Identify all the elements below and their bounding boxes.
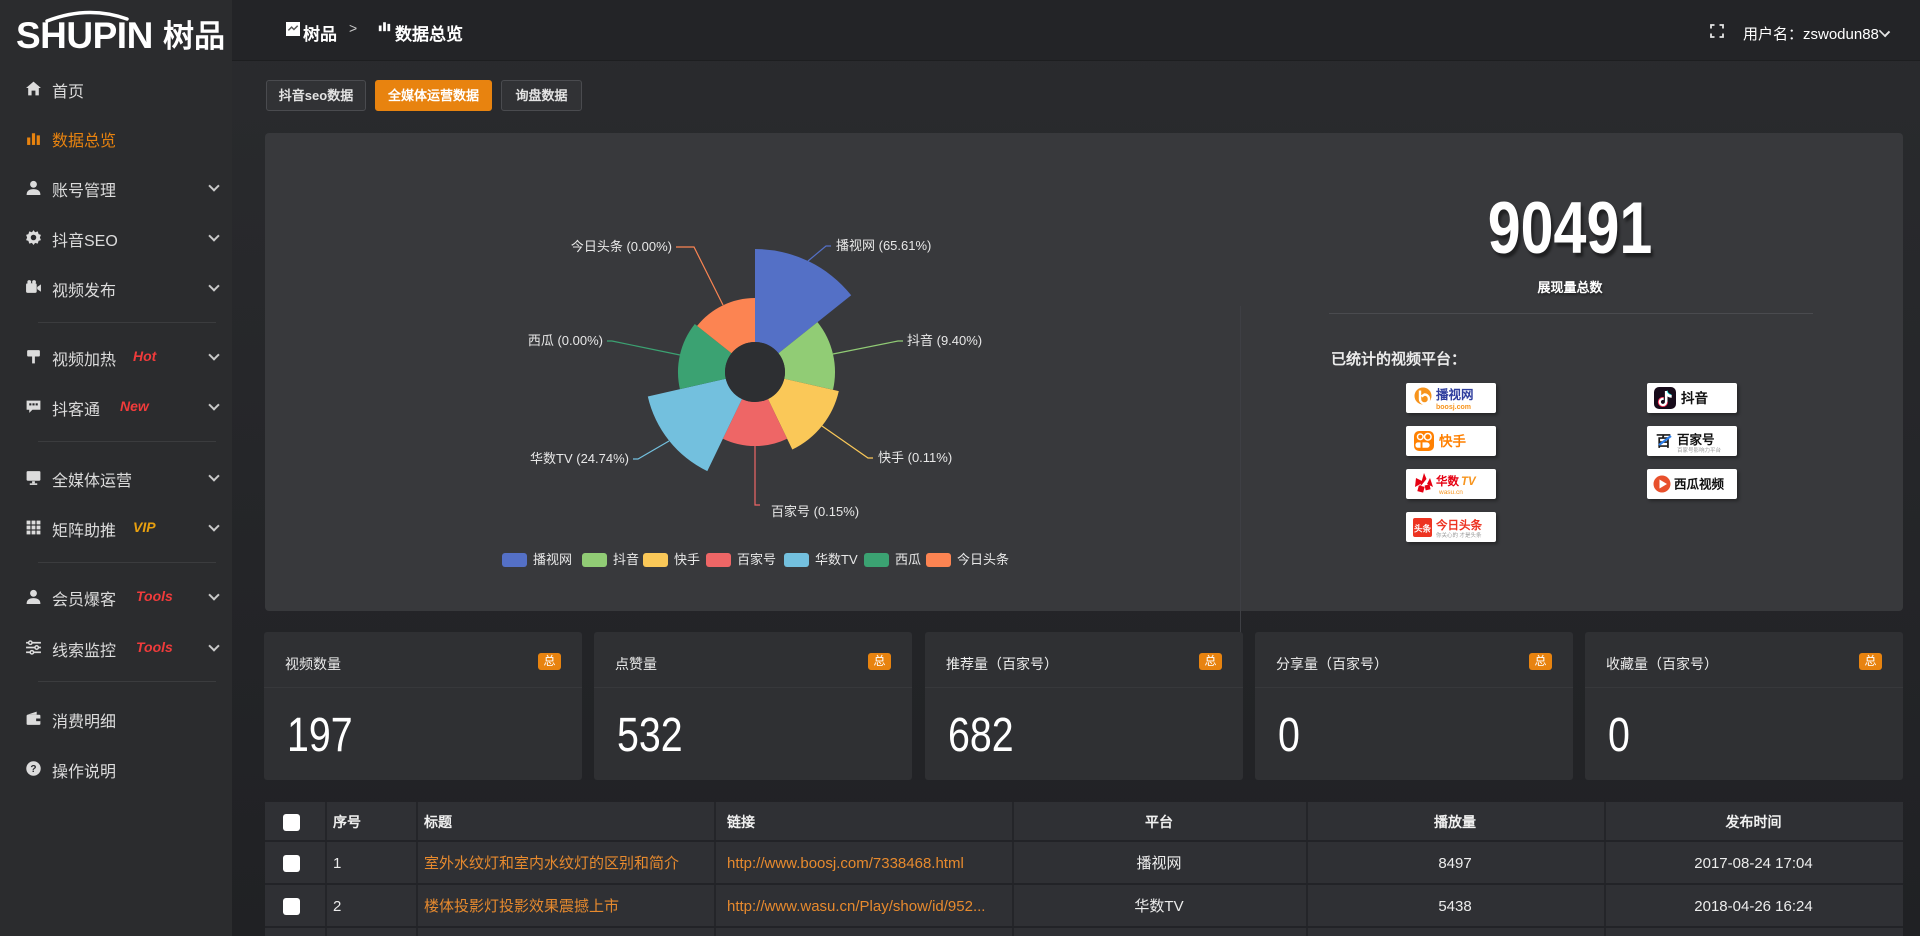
- svg-text:你关心的 才是头条: 你关心的 才是头条: [1436, 531, 1482, 539]
- svg-text:快手 (0.11%): 快手 (0.11%): [878, 450, 952, 465]
- svg-text:西瓜: 西瓜: [895, 552, 921, 567]
- svg-text:?: ?: [30, 764, 36, 775]
- svg-text:wasu.cn: wasu.cn: [1438, 489, 1463, 496]
- svg-text:今日头条 (0.00%): 今日头条 (0.00%): [571, 239, 672, 254]
- svg-text:抖音: 抖音: [613, 552, 639, 567]
- svg-text:快手: 快手: [674, 552, 700, 567]
- svg-text:播视网: 播视网: [533, 552, 572, 567]
- svg-text:百家号: 百家号: [1677, 432, 1715, 447]
- svg-text:华数: 华数: [1436, 474, 1459, 488]
- svg-text:boosj.com: boosj.com: [1436, 404, 1471, 411]
- svg-text:百家号影响力平台: 百家号影响力平台: [1677, 446, 1722, 454]
- svg-text:西瓜 (0.00%): 西瓜 (0.00%): [528, 333, 603, 348]
- svg-text:TV: TV: [1461, 476, 1477, 488]
- svg-text:头条: 头条: [1414, 524, 1432, 534]
- svg-text:抖音 (9.40%): 抖音 (9.40%): [907, 333, 982, 348]
- svg-text:SHUPIN: SHUPIN: [16, 15, 153, 56]
- svg-text:今日头条: 今日头条: [957, 552, 1009, 567]
- svg-text:百家号 (0.15%): 百家号 (0.15%): [771, 504, 859, 519]
- svg-text:抖音: 抖音: [1681, 390, 1709, 406]
- svg-text:西瓜视频: 西瓜视频: [1674, 477, 1725, 492]
- svg-text:华数TV (24.74%): 华数TV (24.74%): [530, 451, 629, 466]
- svg-text:百家号: 百家号: [737, 552, 776, 567]
- svg-text:播视网: 播视网: [1436, 387, 1474, 402]
- svg-text:播视网 (65.61%): 播视网 (65.61%): [836, 238, 931, 253]
- svg-text:快手: 快手: [1439, 433, 1467, 449]
- svg-text:今日头条: 今日头条: [1435, 518, 1482, 532]
- svg-text:华数TV: 华数TV: [815, 552, 858, 567]
- svg-text:树品: 树品: [163, 19, 225, 54]
